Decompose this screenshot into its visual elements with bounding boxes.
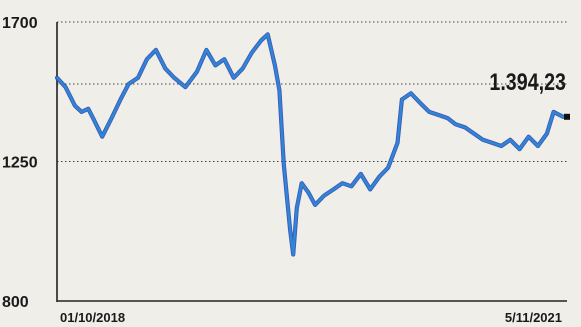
grid-layer — [57, 21, 567, 162]
last-value-marker — [564, 113, 570, 120]
x-tick-label: 01/10/2018 — [60, 310, 125, 325]
label-layer: 800 1250 1700 01/10/2018 5/11/2021 1.394,23 — [2, 15, 566, 325]
series-line — [55, 33, 565, 256]
axis-layer — [56, 22, 567, 302]
x-tick-label: 5/11/2021 — [505, 310, 562, 325]
y-tick-label: 1250 — [2, 155, 38, 172]
y-tick-label: 1700 — [2, 15, 38, 32]
line-layer — [54, 32, 570, 257]
last-value-label: 1.394,23 — [489, 68, 566, 95]
series-line-shadow — [54, 32, 566, 257]
y-tick-label: 800 — [2, 294, 29, 311]
